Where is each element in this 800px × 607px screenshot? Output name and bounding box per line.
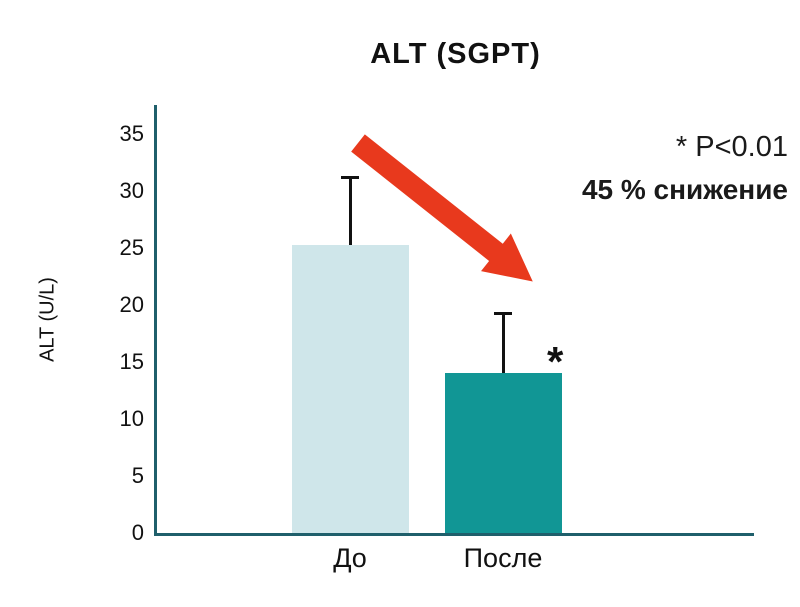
error-bar-cap-после bbox=[494, 311, 512, 315]
x-label-после: После bbox=[463, 543, 543, 573]
error-bar-до bbox=[348, 176, 352, 245]
p-value-annotation: * P<0.01 bbox=[675, 131, 788, 163]
y-tick-35: 35 bbox=[119, 121, 144, 146]
y-axis-label: ALT (U/L) bbox=[36, 277, 59, 362]
y-tick-15: 15 bbox=[119, 349, 144, 374]
y-axis-line bbox=[154, 105, 157, 536]
annotation-block: * P<0.01 45 % снижение bbox=[582, 131, 788, 206]
reduction-annotation: 45 % снижение bbox=[581, 174, 788, 205]
bar-после bbox=[444, 373, 562, 533]
chart-title: ALT (SGPT) bbox=[370, 38, 541, 70]
y-tick-20: 20 bbox=[119, 292, 144, 317]
error-bar-после bbox=[501, 311, 505, 374]
bar-до bbox=[291, 244, 409, 533]
y-tick-0: 0 bbox=[131, 520, 144, 545]
y-tick-25: 25 bbox=[119, 235, 144, 260]
x-label-до: До bbox=[333, 543, 367, 573]
x-axis-line bbox=[154, 533, 754, 536]
error-bar-cap-до bbox=[341, 176, 359, 180]
y-tick-5: 5 bbox=[131, 463, 144, 488]
significance-star: * bbox=[547, 338, 564, 385]
y-tick-30: 30 bbox=[119, 178, 144, 203]
y-tick-10: 10 bbox=[119, 406, 144, 431]
